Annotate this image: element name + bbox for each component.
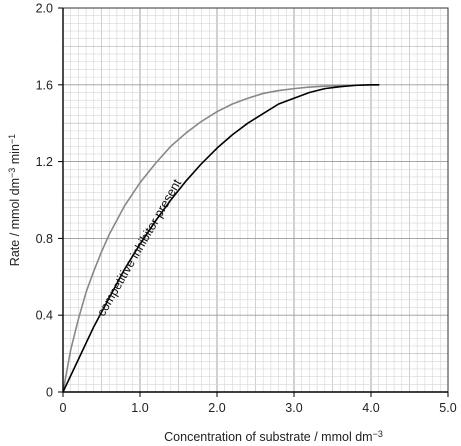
chart-series (62, 84, 380, 393)
chart-ticks: 0 1.0 2.0 3.0 4.0 5.0 0 0.4 0.8 1.2 1.6 2.0 (36, 2, 457, 416)
chart-axes (62, 7, 449, 393)
series-line-with-inhibitor (62, 84, 380, 393)
y-tick-label: 0 (46, 386, 53, 400)
x-tick-label: 1.0 (131, 401, 148, 415)
y-tick-label: 1.6 (36, 78, 53, 92)
chart-grid (63, 8, 448, 392)
y-tick-label: 1.2 (36, 155, 53, 169)
x-tick-label: 5.0 (439, 401, 456, 415)
x-tick-label: 2.0 (208, 401, 225, 415)
x-tick-label: 4.0 (362, 401, 379, 415)
y-tick-label: 0.4 (36, 309, 53, 323)
x-tick-label: 3.0 (285, 401, 302, 415)
x-tick-label: 0 (60, 401, 67, 415)
y-tick-label: 2.0 (36, 2, 53, 16)
y-axis-title: Rate / mmol dm−3 min−1 (7, 134, 22, 266)
x-axis-title: Concentration of substrate / mmol dm−3 (164, 429, 383, 444)
y-tick-label: 0.8 (36, 232, 53, 246)
series-line-without-inhibitor (62, 84, 380, 393)
